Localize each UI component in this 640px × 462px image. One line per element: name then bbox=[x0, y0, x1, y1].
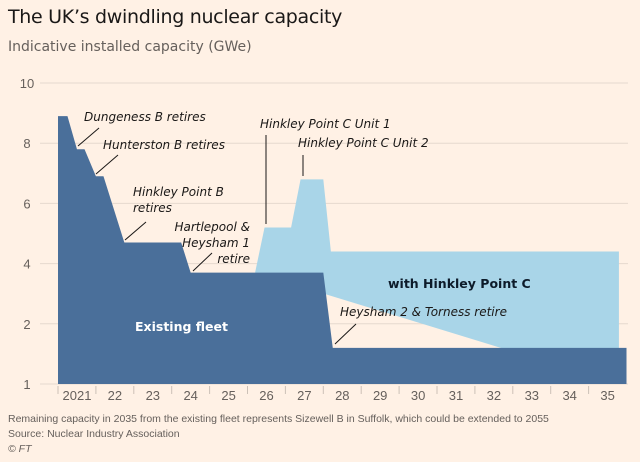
y-tick-label: 1 bbox=[23, 377, 30, 392]
y-tick-label: 10 bbox=[20, 76, 34, 91]
annotation: Hunterston B retires bbox=[95, 138, 225, 175]
source: Source: Nuclear Industry Association bbox=[8, 428, 180, 440]
annotation-leader-line bbox=[334, 323, 357, 345]
x-tick-label: 35 bbox=[600, 388, 614, 403]
chart-title: The UK’s dwindling nuclear capacity bbox=[8, 6, 343, 28]
x-tick-label: 30 bbox=[411, 388, 425, 403]
x-tick-label: 23 bbox=[146, 388, 160, 403]
capacity-chart: 10 8 6 4 2 1 2021 22 23 24 25 26 27 28 29 30 31 32 33 34 35 E… bbox=[20, 76, 628, 403]
annotation-text: Hinkley Point B bbox=[133, 185, 224, 199]
x-tick-label: 2021 bbox=[63, 388, 92, 403]
chart-subtitle: Indicative installed capacity (GWe) bbox=[8, 39, 252, 55]
y-tick-label: 8 bbox=[23, 136, 30, 151]
annotation: Hinkley Point B retires bbox=[124, 185, 224, 241]
x-tick-label: 26 bbox=[259, 388, 273, 403]
annotation-text: Hunterston B retires bbox=[103, 138, 225, 152]
annotation: Hinkley Point C Unit 2 bbox=[298, 136, 429, 176]
x-tick-label: 32 bbox=[487, 388, 501, 403]
y-tick-label: 6 bbox=[23, 196, 30, 211]
x-tick-label: 25 bbox=[221, 388, 235, 403]
annotation-text: Heysham 1 bbox=[182, 236, 250, 250]
x-tick-label: 34 bbox=[562, 388, 576, 403]
x-tick-label: 33 bbox=[525, 388, 539, 403]
x-tick-label: 31 bbox=[449, 388, 463, 403]
y-tick-label: 2 bbox=[23, 317, 30, 332]
series-area-with-hinkley-point-c bbox=[255, 179, 619, 384]
annotation-text: Heysham 2 & Torness retire bbox=[340, 305, 507, 319]
series-area-existing-fleet bbox=[58, 116, 627, 385]
annotation: Hinkley Point C Unit 1 bbox=[260, 117, 391, 224]
annotation-text: Hartlepool & bbox=[174, 220, 250, 234]
x-tick-label: 29 bbox=[373, 388, 387, 403]
annotation-leader-line bbox=[124, 221, 147, 241]
annotation-text: Dungeness B retires bbox=[84, 110, 206, 124]
x-tick-label: 22 bbox=[108, 388, 122, 403]
y-tick-label: 4 bbox=[23, 257, 30, 272]
annotation-text: retires bbox=[133, 201, 172, 215]
annotation: Heysham 2 & Torness retire bbox=[334, 305, 507, 345]
x-tick-label: 24 bbox=[183, 388, 197, 403]
x-tick-label: 28 bbox=[335, 388, 349, 403]
annotation-text: retire bbox=[217, 252, 250, 266]
annotation-leader-line bbox=[95, 154, 119, 175]
annotation: Hartlepool & Heysham 1 retire bbox=[174, 220, 250, 272]
annotation-leader-line bbox=[192, 252, 213, 272]
series-label: with Hinkley Point C bbox=[388, 276, 531, 291]
credit: © FT bbox=[8, 443, 32, 455]
annotation: Dungeness B retires bbox=[77, 110, 206, 147]
annotation-text: Hinkley Point C Unit 1 bbox=[260, 117, 391, 131]
series-label: Existing fleet bbox=[135, 319, 228, 334]
annotation-leader-line bbox=[77, 127, 100, 147]
footnote: Remaining capacity in 2035 from the exis… bbox=[8, 413, 549, 425]
x-tick-label: 27 bbox=[297, 388, 311, 403]
annotation-text: Hinkley Point C Unit 2 bbox=[298, 136, 429, 150]
